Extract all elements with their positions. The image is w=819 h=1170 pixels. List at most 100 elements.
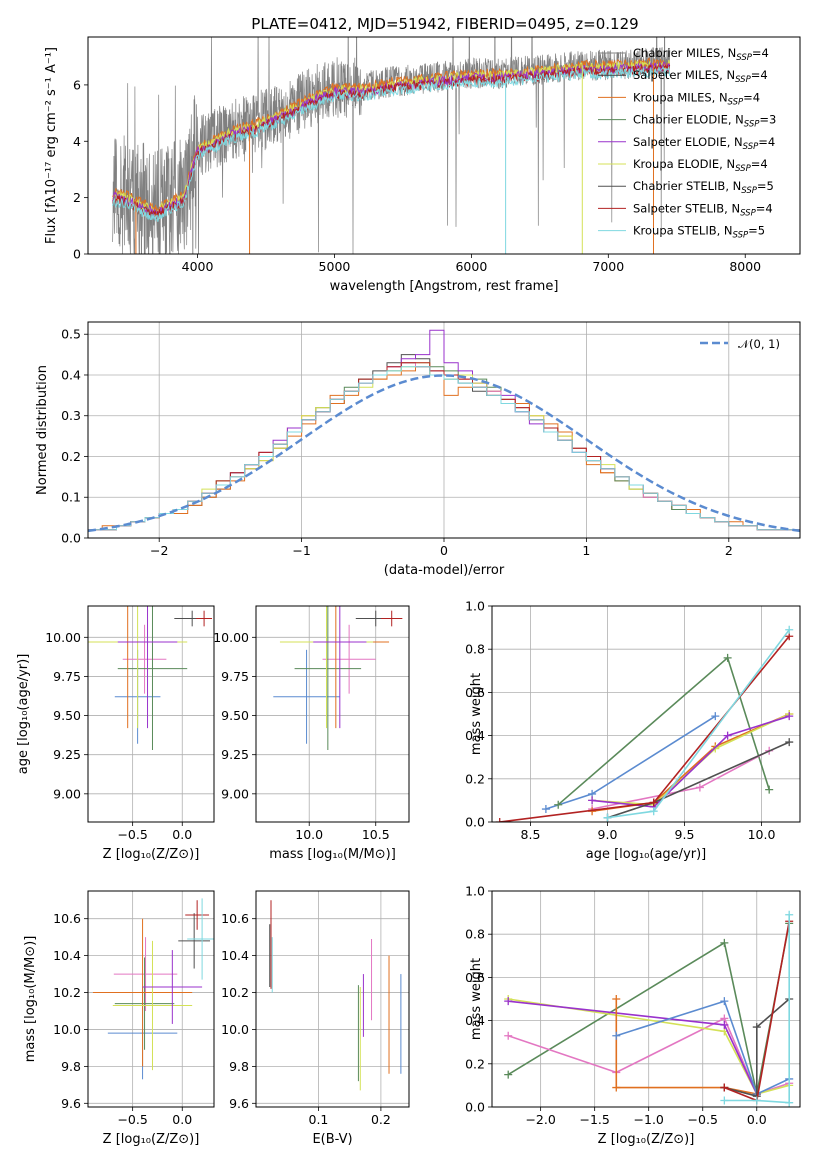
x-tick-label: −1.0 bbox=[634, 1112, 664, 1127]
age-z-points bbox=[88, 606, 213, 750]
axes-frame bbox=[87, 890, 215, 1108]
weight-marker bbox=[785, 738, 794, 747]
gaussian-curve bbox=[88, 374, 800, 533]
axes-frame bbox=[87, 36, 801, 255]
weight-marker bbox=[495, 818, 504, 822]
y-tick-label: 9.8 bbox=[61, 1059, 81, 1074]
x-axis-label: E(B-V) bbox=[312, 1132, 352, 1147]
legend-entry: Chabrier STELIB, NSSP=5 bbox=[633, 179, 774, 196]
x-axis-label: Z [log₁₀(Z/Z⊙)] bbox=[103, 847, 200, 862]
y-tick-label: 9.50 bbox=[53, 708, 81, 723]
spectrum-axes: 4000 5000 6000 7000 8000 0 2 4 6 wavelength [Angs… bbox=[44, 47, 761, 294]
figure-title: PLATE=0412, MJD=51942, FIBERID=0495, z=0… bbox=[251, 15, 638, 33]
y-tick-label: 0.4 bbox=[61, 367, 81, 382]
weight-marker bbox=[720, 1083, 729, 1092]
weight-series-line bbox=[557, 656, 770, 806]
weight-marker bbox=[711, 712, 720, 721]
y-tick-label: 9.75 bbox=[221, 669, 249, 684]
weight-marker bbox=[504, 997, 513, 1006]
weight-marker bbox=[785, 1098, 794, 1107]
y-tick-label: 9.75 bbox=[53, 669, 81, 684]
y-tick-label: 10.6 bbox=[221, 911, 249, 926]
y-tick-label: 0.0 bbox=[465, 1100, 485, 1115]
legend-entry: Salpeter STELIB, NSSP=4 bbox=[633, 201, 773, 218]
x-tick-label: 2 bbox=[725, 543, 733, 558]
legend-sub: SSP bbox=[735, 164, 751, 174]
legend-tail: =3 bbox=[759, 113, 776, 127]
weight-series-line bbox=[592, 715, 790, 808]
x-tick-label: 9.5 bbox=[675, 827, 695, 842]
histograms bbox=[88, 329, 800, 538]
weight-marker bbox=[649, 798, 658, 807]
legend-name: Salpeter ELODIE, N bbox=[633, 135, 743, 149]
mass_vs_ebv-axes: 0.1 0.2 9.6 9.8 10.0 10.2 10.4 10.6 E(B-V) bbox=[221, 891, 409, 1147]
legend-tail: =4 bbox=[756, 201, 773, 215]
legend-entry: Chabrier MILES, NSSP=4 bbox=[633, 46, 769, 63]
model-spectrum-line bbox=[112, 63, 671, 219]
legend-name: Kroupa ELODIE, N bbox=[633, 157, 735, 171]
weight-marker bbox=[649, 807, 658, 816]
legend-name: Chabrier ELODIE, N bbox=[633, 113, 744, 127]
y-tick-label: 0 bbox=[73, 247, 81, 262]
weight-marker bbox=[723, 653, 732, 662]
weight-marker bbox=[752, 1096, 761, 1105]
x-tick-label: 8.5 bbox=[521, 827, 541, 842]
x-tick-label: 4000 bbox=[182, 259, 214, 274]
y-tick-label: 9.8 bbox=[229, 1059, 249, 1074]
weight-marker bbox=[603, 813, 612, 822]
model-spectrum-line bbox=[112, 59, 671, 217]
y-tick-label: 1.0 bbox=[465, 884, 485, 899]
x-tick-label: −1 bbox=[292, 543, 310, 558]
x-tick-label: 10.0 bbox=[748, 827, 776, 842]
x-tick-label: 0.0 bbox=[747, 1112, 767, 1127]
x-tick-label: −0.5 bbox=[117, 1112, 147, 1127]
weight-marker bbox=[612, 995, 621, 1003]
x-tick-label: 0 bbox=[440, 543, 448, 558]
mass-ebv-points bbox=[269, 900, 402, 1091]
y-tick-label: 9.50 bbox=[221, 708, 249, 723]
x-axis-label: (data-model)/error bbox=[384, 563, 505, 578]
age_vs_mass-axes: 10.0 10.5 9.00 9.25 9.50 9.75 10.00 mass [log₁₀… bbox=[213, 606, 409, 862]
weight-marker bbox=[504, 1031, 513, 1040]
y-tick-label: 4 bbox=[73, 134, 81, 149]
weight-series-line bbox=[724, 914, 790, 1104]
spectrum-lines bbox=[112, 37, 671, 254]
y-axis-label: age [log₁₀(age/yr)] bbox=[16, 654, 31, 775]
legend-entry: Kroupa STELIB, NSSP=5 bbox=[633, 224, 765, 241]
legend-sub: SSP bbox=[741, 186, 757, 196]
y-tick-label: 10.4 bbox=[53, 948, 81, 963]
legend-sub: SSP bbox=[744, 120, 760, 130]
model-spectrum-line bbox=[112, 65, 671, 222]
x-tick-label: 0.0 bbox=[172, 1112, 192, 1127]
y-tick-label: 9.6 bbox=[229, 1096, 249, 1111]
age_vs_z-axes: −0.5 0.0 9.00 9.25 9.50 9.75 10.00 Z [log₁₀(Z/Z… bbox=[16, 606, 214, 862]
x-tick-label: 10.0 bbox=[295, 827, 323, 842]
x-axis-label: age [log₁₀(age/yr)] bbox=[586, 847, 707, 862]
y-tick-label: 0.2 bbox=[61, 449, 81, 464]
weight-marker bbox=[612, 1031, 621, 1040]
x-tick-label: −2.0 bbox=[525, 1112, 555, 1127]
legend-entry: Salpeter ELODIE, NSSP=4 bbox=[633, 135, 775, 152]
axes-frame bbox=[491, 605, 801, 823]
y-tick-label: 0.0 bbox=[465, 815, 485, 830]
legend-tail: =4 bbox=[751, 157, 768, 171]
weight-marker bbox=[785, 625, 794, 634]
y-tick-label: 0.8 bbox=[465, 642, 485, 657]
mass-z-points bbox=[92, 898, 214, 1080]
y-tick-label: 0.4 bbox=[465, 728, 485, 743]
y-tick-label: 9.25 bbox=[53, 747, 81, 762]
weight-series-line bbox=[616, 1000, 790, 1096]
x-tick-label: 5000 bbox=[319, 259, 351, 274]
legend-name: Salpeter STELIB, N bbox=[633, 201, 740, 215]
x-axis-label: Z [log₁₀(Z/Z⊙)] bbox=[103, 1132, 200, 1147]
y-axis-label: Flux [fλ10⁻¹⁷ erg cm⁻² s⁻¹ A⁻¹] bbox=[44, 47, 59, 244]
mass_vs_z-axes: −0.5 0.0 9.6 9.8 10.0 10.2 10.4 10.6 Z [log₁₀(Z/… bbox=[23, 891, 214, 1147]
y-tick-label: 0.6 bbox=[465, 685, 485, 700]
y-tick-label: 9.6 bbox=[61, 1096, 81, 1111]
axes-frame bbox=[255, 890, 410, 1108]
legend-tail: =5 bbox=[757, 179, 774, 193]
residuals-axes: −2 −1 0 1 2 0.0 0.1 0.2 0.3 0.4 0.5 (data-model)/er… bbox=[35, 322, 800, 578]
y-tick-label: 9.00 bbox=[221, 786, 249, 801]
y-tick-label: 6 bbox=[73, 77, 81, 92]
x-tick-label: 0.1 bbox=[309, 1112, 329, 1127]
